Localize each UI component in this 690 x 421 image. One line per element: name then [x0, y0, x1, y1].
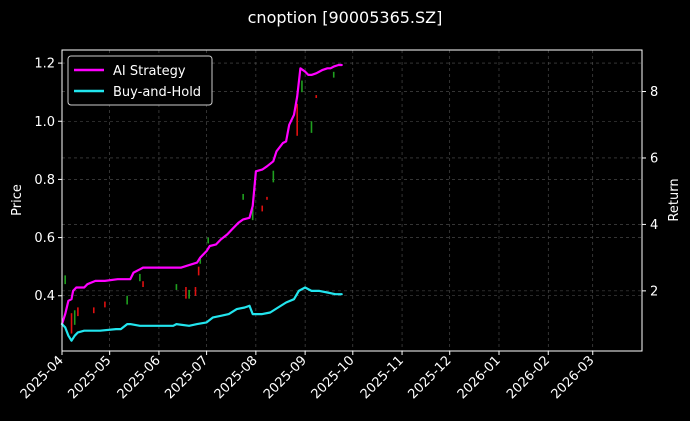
series-line-ai-strategy [60, 63, 343, 326]
left-axis-ticks: 0.4 0.6 0.8 1.0 1.2 [34, 57, 62, 304]
right-tick-label-4: 4 [650, 218, 658, 233]
legend-box [67, 55, 213, 106]
left-tick-label-0.4: 0.4 [34, 289, 55, 304]
left-tick-label-1.0: 1.0 [34, 115, 55, 130]
chart-title: cnoption [90005365.SZ] [248, 8, 443, 27]
right-axis-ticks: 2 4 6 8 [642, 85, 658, 299]
left-tick-label-0.8: 0.8 [34, 173, 55, 188]
plot-frame [61, 49, 643, 352]
left-axis-label: Price [10, 184, 25, 216]
series-line-buy-and-hold [60, 286, 343, 342]
right-tick-label-6: 6 [650, 151, 658, 166]
legend-label-buy-and-hold: Buy-and-Hold [113, 85, 201, 100]
legend-label-ai-strategy: AI Strategy [113, 64, 186, 79]
right-axis-label: Return [667, 178, 682, 221]
series-lines [60, 63, 343, 342]
legend: AI Strategy Buy-and-Hold [67, 55, 213, 106]
left-tick-label-0.6: 0.6 [34, 231, 55, 246]
right-tick-label-8: 8 [650, 85, 658, 100]
left-tick-label-1.2: 1.2 [34, 57, 55, 72]
candles-layer [64, 71, 335, 334]
right-tick-label-2: 2 [650, 284, 658, 299]
